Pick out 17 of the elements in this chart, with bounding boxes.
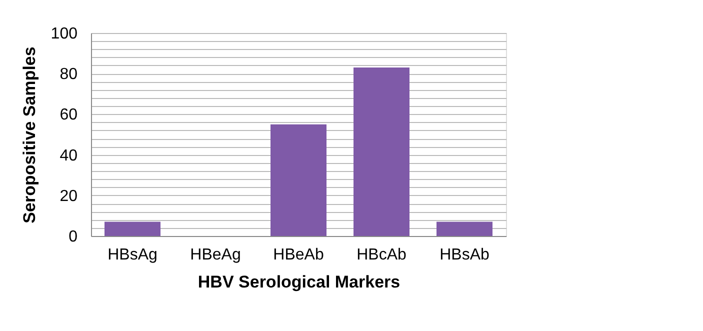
y-tick-label: 60 xyxy=(60,106,78,124)
y-tick-label: 20 xyxy=(60,188,78,205)
bar xyxy=(354,68,410,236)
x-tick-label: HBsAb xyxy=(440,246,490,264)
y-axis-title: Seropositive Samples xyxy=(20,46,39,224)
x-tick-label: HBeAb xyxy=(273,246,324,264)
bar xyxy=(436,222,492,236)
x-tick-label: HBsAg xyxy=(108,246,158,264)
x-axis-title: HBV Serological Markers xyxy=(198,272,400,292)
y-tick-label: 80 xyxy=(60,66,78,84)
bar xyxy=(104,222,160,236)
x-tick-label: HBcAb xyxy=(356,246,406,264)
x-tick-label: HBeAg xyxy=(190,246,241,264)
bar xyxy=(270,124,326,236)
y-tick-label: 0 xyxy=(68,228,78,246)
y-tick-label: 100 xyxy=(50,26,78,42)
y-tick-label: 40 xyxy=(60,147,78,164)
